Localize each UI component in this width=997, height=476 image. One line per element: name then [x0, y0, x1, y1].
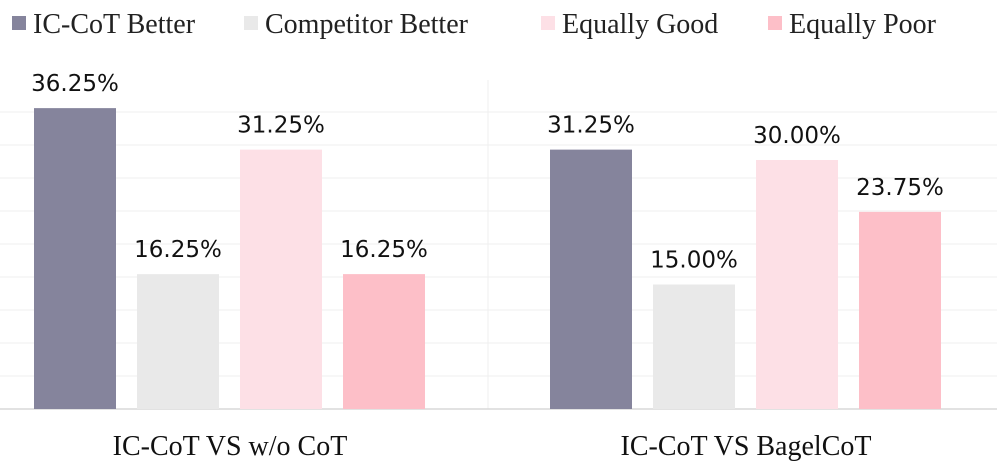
- legend-item: Equally Good: [541, 9, 718, 40]
- legend-label: Equally Poor: [789, 9, 937, 40]
- bar: [550, 149, 632, 409]
- category-label: IC-CoT VS BagelCoT: [621, 431, 872, 462]
- bar: [343, 274, 425, 409]
- legend-swatch: [12, 16, 26, 30]
- data-label: 31.25%: [237, 113, 325, 139]
- legend: IC-CoT Better Competitor Better Equally Go…: [12, 9, 937, 40]
- bar: [653, 284, 735, 409]
- bar: [34, 108, 116, 409]
- data-label: 16.25%: [340, 237, 428, 263]
- category-label: IC-CoT VS w/o CoT: [113, 431, 348, 462]
- bar: [859, 211, 941, 409]
- data-labels: 36.25% 16.25% 31.25% 16.25% 31.25% 15.00% 30.0…: [31, 71, 944, 273]
- legend-label: Competitor Better: [265, 9, 469, 40]
- bar: [137, 274, 219, 409]
- legend-swatch: [244, 16, 258, 30]
- legend-item: Equally Poor: [768, 9, 937, 40]
- bar: [240, 149, 322, 409]
- bars: [34, 108, 941, 409]
- legend-item: IC-CoT Better: [12, 9, 196, 40]
- category-labels: IC-CoT VS w/o CoT IC-CoT VS BagelCoT: [113, 431, 872, 462]
- legend-swatch: [541, 16, 555, 30]
- legend-item: Competitor Better: [244, 9, 469, 40]
- data-label: 36.25%: [31, 71, 119, 97]
- data-label: 15.00%: [650, 248, 738, 274]
- bar: [756, 160, 838, 409]
- legend-label: IC-CoT Better: [33, 9, 196, 40]
- data-label: 16.25%: [134, 237, 222, 263]
- legend-label: Equally Good: [562, 9, 718, 40]
- data-label: 23.75%: [856, 175, 944, 201]
- data-label: 30.00%: [753, 123, 841, 149]
- legend-swatch: [768, 16, 782, 30]
- data-label: 31.25%: [547, 113, 635, 139]
